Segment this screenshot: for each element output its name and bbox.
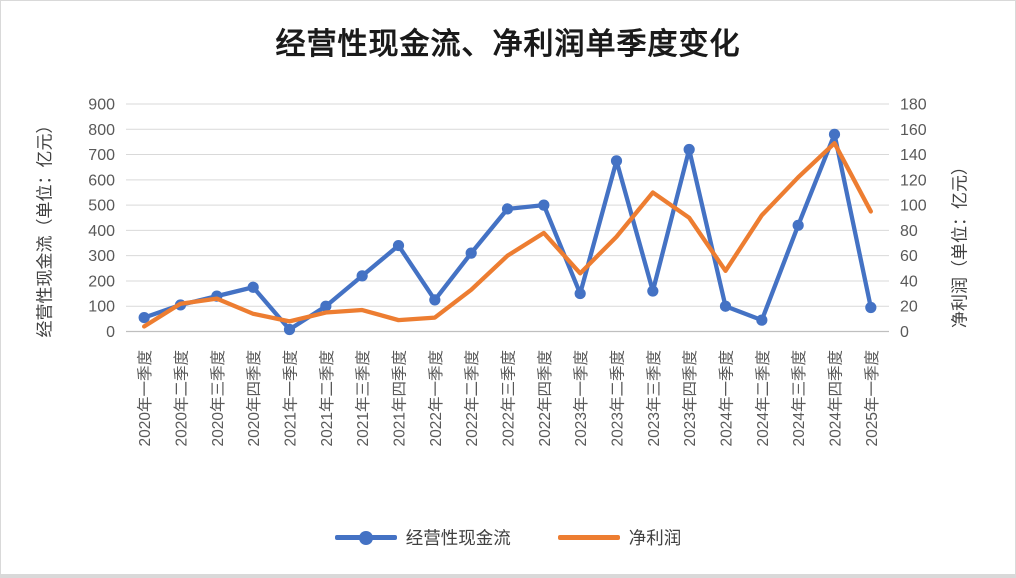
x-axis-category-label: 2020年二季度 [173,350,191,446]
right-axis-tick-label: 20 [900,299,918,316]
left-axis-tick-label: 800 [88,122,115,139]
left-axis-tick-label: 700 [88,147,115,164]
x-axis-category-label: 2022年二季度 [463,350,481,446]
right-axis-tick-label: 140 [900,147,927,164]
data-point-marker-operating-cashflow [756,314,768,326]
x-axis-category-label: 2021年一季度 [282,350,300,446]
data-point-marker-operating-cashflow [538,199,550,211]
line-with-dot-marker-icon [334,530,397,545]
x-axis-category-label: 2022年四季度 [536,350,554,446]
data-point-marker-operating-cashflow [792,219,804,231]
right-axis-tick-label: 0 [900,324,909,341]
right-axis-tick-label: 80 [900,223,918,240]
x-axis-category-label: 2020年三季度 [209,350,227,446]
right-axis-tick-label: 180 [900,97,927,114]
left-axis-tick-label: 900 [88,97,115,114]
data-point-marker-operating-cashflow [392,239,405,252]
right-axis-tick-label: 160 [900,122,927,139]
left-axis-tick-label: 400 [88,223,115,240]
x-axis-category-label: 2025年一季度 [863,350,881,446]
data-point-marker-operating-cashflow [429,294,441,306]
left-axis-tick-label: 300 [88,248,115,265]
x-axis-category-label: 2021年四季度 [391,350,409,446]
legend-label-net-profit: 净利润 [628,528,682,548]
x-axis-category-label: 2024年一季度 [718,350,736,446]
x-axis-category-label: 2022年三季度 [500,350,518,446]
right-axis-tick-label: 40 [900,273,918,290]
right-axis-tick-label: 100 [900,198,927,215]
right-axis-tick-label: 120 [900,172,927,189]
left-axis-tick-label: 100 [88,299,115,316]
x-axis-category-label: 2021年二季度 [318,350,336,446]
data-point-marker-operating-cashflow [719,300,732,312]
x-axis-category-label: 2023年一季度 [572,350,590,446]
x-axis-category-label: 2023年二季度 [609,350,627,446]
data-point-marker-operating-cashflow [283,323,296,336]
data-point-marker-operating-cashflow [828,128,841,140]
x-axis-category-label: 2023年四季度 [681,350,699,446]
legend-item-operating-cashflow: 经营性现金流 [334,525,511,550]
x-axis-category-label: 2020年一季度 [136,350,154,446]
chart-title: 经营性现金流、净利润单季度变化 [275,28,741,61]
x-axis-category-label: 2024年二季度 [754,350,772,446]
x-axis-category-label: 2024年三季度 [790,350,808,446]
data-point-marker-operating-cashflow [865,301,877,314]
left-axis-tick-label: 0 [106,324,115,341]
data-point-marker-operating-cashflow [647,285,659,297]
data-point-marker-operating-cashflow [501,203,514,215]
line-marker-icon [557,535,620,540]
data-point-marker-operating-cashflow [247,281,259,293]
right-axis-tick-label: 60 [900,248,918,265]
legend-item-net-profit: 净利润 [557,525,682,550]
data-point-marker-operating-cashflow [683,143,695,156]
x-axis-category-label: 2021年三季度 [354,350,372,446]
series-line-net-profit [142,141,873,329]
x-axis-category-label: 2024年四季度 [827,350,845,446]
chart-legend: 经营性现金流 净利润 [1,525,1015,550]
data-point-marker-operating-cashflow [138,311,150,324]
data-point-marker-operating-cashflow [356,270,368,282]
x-axis-category-label: 2022年一季度 [427,350,445,446]
series-line-operating-cashflow [142,132,873,332]
circle-marker-icon [358,530,373,545]
left-axis-tick-label: 500 [88,198,115,215]
data-point-marker-operating-cashflow [574,287,586,300]
left-axis-tick-label: 200 [88,273,115,290]
legend-label-operating-cashflow: 经营性现金流 [405,528,511,548]
left-axis-tick-label: 600 [88,172,115,189]
x-axis-category-label: 2023年三季度 [645,350,663,446]
data-point-marker-operating-cashflow [610,155,623,167]
data-point-marker-operating-cashflow [320,300,332,312]
data-point-marker-operating-cashflow [465,247,477,259]
x-axis-category-label: 2020年四季度 [245,350,263,446]
